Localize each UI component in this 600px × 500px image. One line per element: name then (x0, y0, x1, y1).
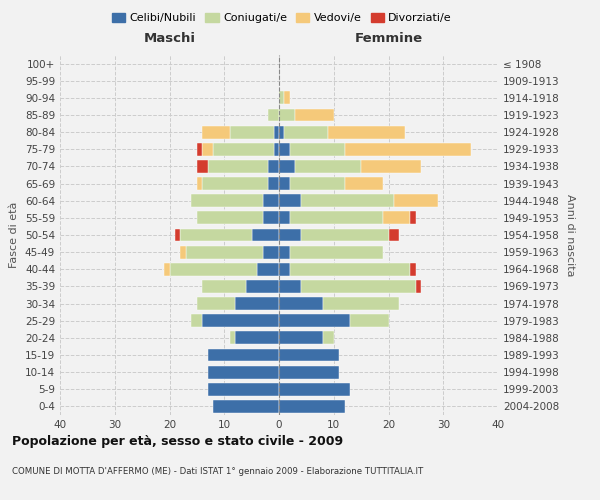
Bar (202, 177, 268, 190)
Bar (279, 263, 290, 276)
Text: COMUNE DI MOTTA D'AFFERMO (ME) - Dati ISTAT 1° gennaio 2009 - Elaborazione TUTTI: COMUNE DI MOTTA D'AFFERMO (ME) - Dati IS… (12, 468, 423, 476)
Bar (279, 348, 339, 362)
Bar (394, 194, 438, 207)
Bar (208, 366, 279, 378)
Bar (202, 143, 214, 156)
Bar (181, 228, 251, 241)
Bar (181, 246, 186, 258)
Bar (197, 177, 202, 190)
Bar (361, 160, 421, 173)
Bar (279, 246, 290, 258)
Bar (235, 332, 279, 344)
Bar (383, 212, 410, 224)
Bar (246, 280, 279, 293)
Bar (290, 177, 344, 190)
Bar (350, 314, 389, 327)
Bar (274, 126, 279, 138)
Bar (290, 246, 383, 258)
Bar (268, 160, 279, 173)
Bar (170, 263, 257, 276)
Bar (230, 126, 274, 138)
Bar (295, 160, 361, 173)
Bar (251, 228, 279, 241)
Bar (279, 314, 350, 327)
Bar (301, 194, 394, 207)
Bar (284, 126, 328, 138)
Bar (186, 246, 263, 258)
Bar (279, 126, 284, 138)
Bar (323, 332, 334, 344)
Text: Popolazione per età, sesso e stato civile - 2009: Popolazione per età, sesso e stato civil… (12, 435, 343, 448)
Bar (263, 194, 279, 207)
Bar (279, 212, 290, 224)
Bar (345, 177, 383, 190)
Bar (410, 263, 416, 276)
Bar (279, 194, 301, 207)
Y-axis label: Anni di nascita: Anni di nascita (565, 194, 575, 276)
Bar (263, 246, 279, 258)
Bar (279, 177, 290, 190)
Bar (197, 297, 235, 310)
Bar (290, 263, 410, 276)
Bar (279, 332, 323, 344)
Bar (301, 228, 389, 241)
Bar (197, 212, 263, 224)
Bar (191, 314, 202, 327)
Bar (416, 280, 421, 293)
Bar (279, 228, 301, 241)
Bar (202, 314, 279, 327)
Bar (202, 280, 246, 293)
Text: Femmine: Femmine (355, 32, 422, 44)
Bar (279, 143, 290, 156)
Bar (268, 108, 279, 122)
Text: Maschi: Maschi (143, 32, 196, 44)
Bar (279, 383, 350, 396)
Bar (197, 143, 202, 156)
Bar (284, 92, 290, 104)
Bar (208, 160, 268, 173)
Bar (279, 400, 345, 413)
Bar (235, 297, 279, 310)
Bar (175, 228, 181, 241)
Y-axis label: Fasce di età: Fasce di età (10, 202, 19, 268)
Bar (345, 143, 470, 156)
Bar (290, 143, 344, 156)
Bar (279, 366, 339, 378)
Bar (279, 92, 284, 104)
Bar (328, 126, 405, 138)
Bar (214, 400, 279, 413)
Bar (230, 332, 235, 344)
Legend: Celibi/Nubili, Coniugati/e, Vedovi/e, Divorziati/e: Celibi/Nubili, Coniugati/e, Vedovi/e, Di… (107, 8, 457, 28)
Bar (164, 263, 169, 276)
Bar (208, 383, 279, 396)
Bar (213, 143, 274, 156)
Bar (301, 280, 416, 293)
Bar (295, 108, 334, 122)
Bar (208, 348, 279, 362)
Bar (323, 297, 400, 310)
Bar (268, 177, 279, 190)
Bar (290, 212, 383, 224)
Bar (389, 228, 400, 241)
Bar (279, 280, 301, 293)
Bar (263, 212, 279, 224)
Bar (257, 263, 279, 276)
Bar (202, 126, 230, 138)
Bar (191, 194, 263, 207)
Bar (279, 160, 295, 173)
Bar (197, 160, 208, 173)
Bar (279, 108, 295, 122)
Bar (279, 297, 323, 310)
Bar (410, 212, 416, 224)
Bar (274, 143, 279, 156)
